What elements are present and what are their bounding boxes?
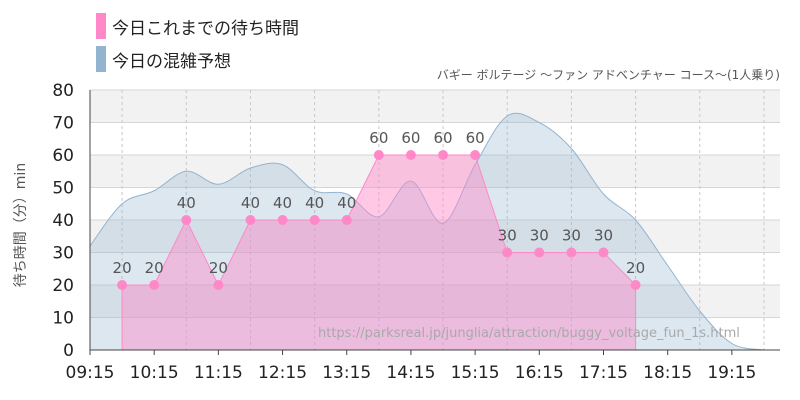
data-label: 20 xyxy=(145,259,164,277)
actual-point xyxy=(598,247,609,258)
legend-label-forecast: 今日の混雑予想 xyxy=(112,51,231,72)
data-label: 20 xyxy=(113,259,132,277)
data-label: 40 xyxy=(337,194,356,212)
data-label: 30 xyxy=(562,227,581,245)
chart-bands xyxy=(90,90,780,318)
source-url: https://parksreal.jp/junglia/attraction/… xyxy=(318,326,740,341)
chart-points: 20 20 40 20 40 40 40 40 60 60 60 60 30 30 30 30 20 xyxy=(113,129,645,290)
actual-point xyxy=(309,215,320,225)
data-label: 30 xyxy=(530,227,549,245)
legend-label-actual: 今日これまでの待ち時間 xyxy=(112,18,299,39)
y-axis-label: 待ち時間（分）min xyxy=(13,162,29,288)
x-tick-label: 18:15 xyxy=(643,363,692,383)
actual-point xyxy=(373,150,384,160)
data-label: 60 xyxy=(466,129,485,147)
y-tick-label: 70 xyxy=(52,114,74,134)
data-label: 20 xyxy=(626,259,645,277)
x-tick-label: 12:15 xyxy=(258,363,307,383)
legend-swatch-forecast xyxy=(96,46,106,72)
x-tick-label: 16:15 xyxy=(515,363,564,383)
y-tick-label: 80 xyxy=(52,81,74,101)
actual-point xyxy=(117,280,128,290)
data-label: 20 xyxy=(209,259,228,277)
legend-item-actual: 今日これまでの待ち時間 xyxy=(96,13,299,39)
actual-point xyxy=(405,150,416,160)
actual-point xyxy=(213,280,224,290)
grid-band xyxy=(90,155,780,188)
actual-point xyxy=(502,247,513,258)
x-tick-label: 14:15 xyxy=(386,363,435,383)
data-label: 60 xyxy=(433,129,452,147)
grid-band xyxy=(90,285,780,318)
actual-point xyxy=(181,215,192,225)
data-label: 40 xyxy=(273,194,292,212)
actual-point xyxy=(566,247,577,258)
y-tick-label: 50 xyxy=(52,179,74,199)
actual-point xyxy=(630,280,641,290)
grid-band xyxy=(90,220,780,253)
actual-point xyxy=(438,150,449,160)
actual-point xyxy=(341,215,352,225)
actual-point xyxy=(534,247,545,258)
data-label: 60 xyxy=(401,129,420,147)
y-tick-label: 30 xyxy=(52,244,74,264)
chart-subtitle: バギー ボルテージ 〜ファン アドベンチャー コース〜(1人乗り) xyxy=(436,68,780,82)
actual-point xyxy=(149,280,160,290)
actual-area xyxy=(121,154,637,351)
chart-series xyxy=(89,112,765,351)
data-label: 60 xyxy=(369,129,388,147)
chart-axes: 0 10 20 30 40 50 60 70 80 09:15 10:15 11:15 12:15 13:… xyxy=(52,81,780,383)
data-label: 40 xyxy=(177,194,196,212)
y-tick-label: 10 xyxy=(52,309,74,329)
x-tick-label: 17:15 xyxy=(579,363,628,383)
legend-item-forecast: 今日の混雑予想 xyxy=(96,46,231,72)
y-tick-label: 0 xyxy=(63,341,74,361)
x-tick-label: 15:15 xyxy=(451,363,500,383)
x-tick-label: 10:15 xyxy=(130,363,179,383)
y-tick-label: 20 xyxy=(52,276,74,296)
data-label: 30 xyxy=(498,227,517,245)
x-tick-label: 13:15 xyxy=(322,363,371,383)
x-tick-label: 19:15 xyxy=(707,363,756,383)
forecast-area xyxy=(89,112,765,351)
actual-point xyxy=(277,215,288,225)
actual-point xyxy=(470,150,481,160)
actual-point xyxy=(245,215,256,225)
data-label: 30 xyxy=(594,227,613,245)
y-tick-label: 40 xyxy=(52,211,74,231)
x-tick-label: 09:15 xyxy=(66,363,115,383)
legend-swatch-actual xyxy=(96,13,106,39)
data-label: 40 xyxy=(305,194,324,212)
data-label: 40 xyxy=(241,194,260,212)
y-tick-label: 60 xyxy=(52,146,74,166)
x-tick-label: 11:15 xyxy=(194,363,243,383)
grid-band xyxy=(90,90,780,123)
